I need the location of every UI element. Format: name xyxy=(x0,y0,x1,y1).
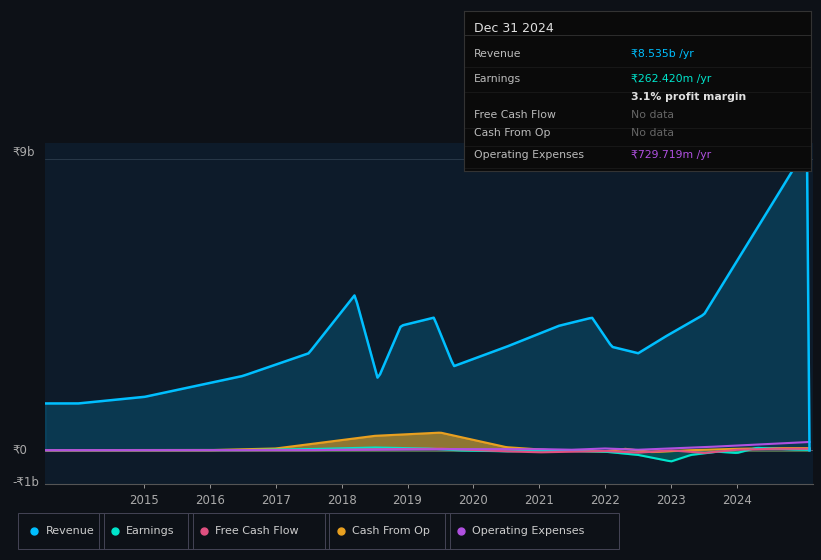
Text: ₹262.420m /yr: ₹262.420m /yr xyxy=(631,74,711,84)
Text: ₹729.719m /yr: ₹729.719m /yr xyxy=(631,150,711,160)
Text: Earnings: Earnings xyxy=(475,74,521,84)
Text: ₹8.535b /yr: ₹8.535b /yr xyxy=(631,49,693,59)
Text: Dec 31 2024: Dec 31 2024 xyxy=(475,22,554,35)
Text: Free Cash Flow: Free Cash Flow xyxy=(475,110,556,120)
Text: -₹1b: -₹1b xyxy=(12,477,39,489)
Text: 3.1% profit margin: 3.1% profit margin xyxy=(631,92,745,102)
Text: ₹9b: ₹9b xyxy=(12,146,34,159)
Text: ₹0: ₹0 xyxy=(12,444,27,457)
Text: Operating Expenses: Operating Expenses xyxy=(475,150,585,160)
Text: No data: No data xyxy=(631,110,673,120)
Text: Earnings: Earnings xyxy=(126,526,175,535)
Text: Cash From Op: Cash From Op xyxy=(475,128,551,138)
Text: Revenue: Revenue xyxy=(475,49,522,59)
Text: No data: No data xyxy=(631,128,673,138)
Text: Revenue: Revenue xyxy=(46,526,94,535)
Text: Free Cash Flow: Free Cash Flow xyxy=(215,526,299,535)
Text: Cash From Op: Cash From Op xyxy=(351,526,429,535)
Text: Operating Expenses: Operating Expenses xyxy=(472,526,585,535)
